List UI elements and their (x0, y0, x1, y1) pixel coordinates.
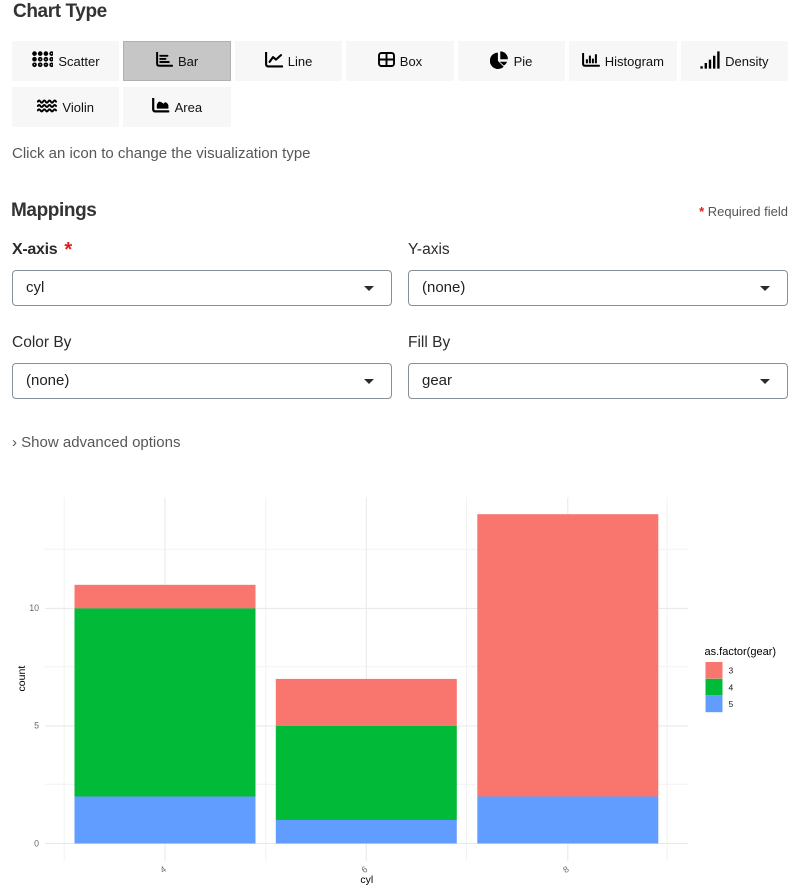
svg-text:0: 0 (34, 838, 39, 848)
svg-text:10: 10 (29, 603, 39, 613)
svg-text:cyl: cyl (360, 874, 373, 886)
svg-text:5: 5 (729, 699, 734, 709)
svg-text:as.factor(gear): as.factor(gear) (705, 646, 777, 658)
svg-text:count: count (16, 666, 28, 692)
svg-text:6: 6 (360, 864, 370, 875)
svg-text:4: 4 (158, 864, 168, 875)
svg-text:3: 3 (729, 666, 734, 676)
svg-text:4: 4 (729, 682, 734, 692)
svg-text:5: 5 (34, 721, 39, 731)
svg-text:8: 8 (561, 864, 571, 875)
